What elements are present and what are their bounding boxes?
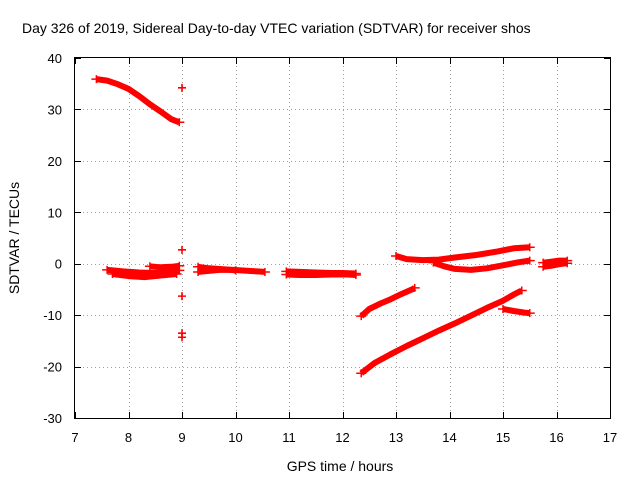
x-tick-label: 16	[549, 430, 563, 445]
series-line	[197, 266, 236, 275]
series-arc-d	[144, 261, 185, 271]
data-point	[524, 256, 535, 265]
series-line	[286, 271, 357, 278]
ticks: 7 8 9 10 11 12 13 14 15 16 17 -30 -20 -10 0 10 20 30 40	[43, 51, 617, 445]
series-arc-h	[281, 270, 361, 280]
data-point	[259, 267, 270, 276]
x-tick-label: 13	[389, 430, 403, 445]
series-line	[112, 271, 177, 281]
y-axis-label: SDTVAR / TECUs	[6, 182, 22, 294]
data-point	[524, 243, 535, 252]
data-point	[171, 270, 182, 278]
data-point	[391, 252, 401, 260]
data-point	[174, 118, 185, 127]
data-point	[562, 259, 573, 268]
y-tick-label: 10	[48, 205, 62, 220]
x-tick-label: 14	[442, 430, 456, 445]
series-arc-o	[538, 259, 573, 271]
data-point	[193, 267, 204, 276]
series-arc-c	[107, 270, 182, 281]
data-point	[102, 265, 113, 274]
data-point	[524, 309, 535, 318]
chart-title: Day 326 of 2019, Sidereal Day-to-day VTE…	[22, 20, 531, 36]
data-point	[144, 262, 155, 271]
series-arc-j	[356, 286, 527, 378]
x-tick-label: 17	[603, 430, 617, 445]
series-line	[359, 287, 524, 376]
y-tick-label: -30	[43, 411, 62, 426]
grid	[75, 58, 610, 418]
x-axis-label: GPS time / hours	[287, 458, 394, 474]
y-tick-label: -20	[43, 360, 62, 375]
data-point	[178, 333, 186, 342]
x-tick-label: 11	[282, 430, 296, 445]
x-tick-label: 8	[125, 430, 132, 445]
data-point	[178, 292, 186, 301]
y-tick-label: 0	[55, 257, 62, 272]
y-tick-label: 30	[48, 102, 62, 117]
data-point	[91, 75, 102, 84]
series-arc-i	[356, 283, 420, 321]
data-point	[178, 245, 186, 254]
data-point	[107, 270, 118, 278]
series-line	[395, 244, 530, 264]
series-arc-k	[391, 243, 535, 264]
series-arc-m	[498, 304, 535, 318]
series-arc-a	[91, 75, 185, 127]
x-tick-label: 12	[335, 430, 349, 445]
x-tick-label: 7	[71, 430, 78, 445]
series-line	[432, 257, 531, 273]
x-tick-label: 9	[178, 430, 185, 445]
x-tick-label: 15	[496, 430, 510, 445]
data-point	[230, 266, 241, 275]
x-tick-label: 10	[228, 430, 242, 445]
series-arc-f	[193, 266, 241, 276]
y-tick-label: 20	[48, 154, 62, 169]
data-point	[409, 283, 420, 292]
series-line	[95, 76, 181, 126]
data-point	[538, 262, 549, 271]
data-point	[350, 271, 361, 280]
data-point	[174, 261, 185, 270]
data-point	[498, 304, 508, 313]
data-point	[356, 312, 367, 321]
plot-frame	[74, 57, 611, 419]
series-line	[359, 285, 417, 319]
data-point	[516, 286, 527, 295]
data-point	[428, 258, 439, 267]
data-point	[356, 369, 367, 378]
series-arc-l	[428, 256, 535, 273]
data-point	[281, 270, 292, 279]
y-tick-label: -10	[43, 308, 62, 323]
data-layer	[91, 75, 573, 378]
y-tick-label: 40	[48, 51, 62, 66]
data-point	[178, 83, 186, 92]
